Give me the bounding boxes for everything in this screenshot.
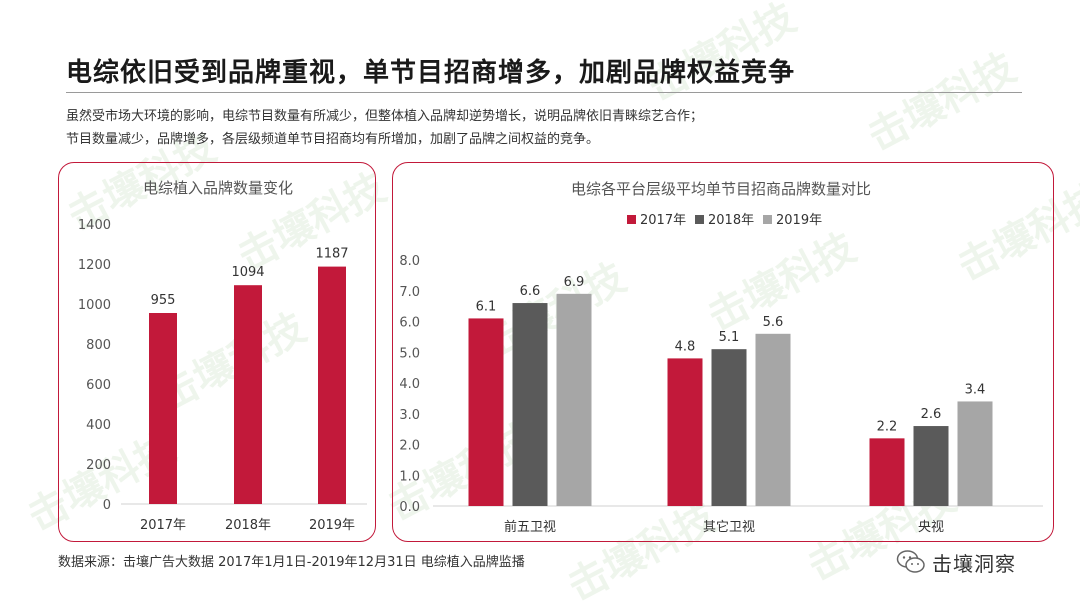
bar [512, 303, 548, 506]
legend-label: 2017年 [640, 213, 686, 228]
data-label: 3.4 [965, 382, 986, 397]
platform-comparison-chart: 电综各平台层级平均单节目招商品牌数量对比 2017年 2018年 2019年 0.0 1.… [399, 180, 1043, 535]
legend-label: 2019年 [776, 213, 822, 228]
y-tick-label: 200 [86, 458, 111, 473]
y-tick-label: 7.0 [399, 285, 420, 300]
bar [869, 438, 905, 506]
legend-swatch [695, 215, 704, 224]
wechat-account: 击壤洞察 [896, 547, 1016, 577]
platform-comparison-chart-panel: 电综各平台层级平均单节目招商品牌数量对比 2017年 2018年 2019年 0.0 1.… [392, 162, 1054, 542]
brand-count-chart: 电综植入品牌数量变化 0 200 400 600 800 1000 1200 1400 955 20… [78, 179, 367, 533]
data-label: 1187 [315, 247, 348, 262]
watermark: 击壤科技 [860, 44, 1024, 161]
data-label: 2.2 [877, 419, 898, 434]
data-label: 4.8 [675, 339, 696, 354]
bar [556, 293, 592, 506]
legend-swatch [763, 215, 772, 224]
brand-count-chart-panel: 电综植入品牌数量变化 0 200 400 600 800 1000 1200 1400 955 20… [58, 162, 376, 542]
wechat-account-name: 击壤洞察 [932, 551, 1016, 576]
data-label: 2.6 [921, 407, 942, 422]
legend-swatch [627, 215, 636, 224]
x-tick-label: 2019年 [309, 518, 355, 533]
data-label: 955 [151, 293, 176, 308]
bar [468, 318, 504, 506]
bar [318, 266, 346, 504]
data-label: 5.6 [763, 315, 784, 330]
bar [913, 426, 949, 506]
data-source-note: 数据来源：击壤广告大数据 2017年1月1日-2019年12月31日 电综植入品… [58, 555, 525, 570]
y-tick-label: 0.0 [399, 500, 420, 515]
y-tick-label: 1.0 [399, 469, 420, 484]
page-title: 电综依旧受到品牌重视，单节目招商增多，加剧品牌权益竞争 [66, 58, 796, 88]
data-label: 6.1 [476, 299, 497, 314]
y-tick-label: 6.0 [399, 316, 420, 331]
title-divider [66, 92, 1022, 93]
y-tick-label: 800 [86, 338, 111, 353]
chart-title: 电综各平台层级平均单节目招商品牌数量对比 [571, 180, 871, 198]
y-tick-label: 8.0 [399, 254, 420, 269]
data-label: 6.6 [520, 284, 541, 299]
y-tick-label: 1000 [78, 298, 111, 313]
chart-title: 电综植入品牌数量变化 [143, 179, 293, 197]
y-tick-label: 600 [86, 378, 111, 393]
y-tick-label: 1200 [78, 258, 111, 273]
y-tick-label: 5.0 [399, 346, 420, 361]
wechat-icon [896, 550, 925, 573]
x-tick-label: 2018年 [225, 518, 271, 533]
bar [149, 313, 177, 504]
y-tick-label: 1400 [78, 218, 111, 233]
y-tick-label: 4.0 [399, 377, 420, 392]
x-tick-label: 其它卫视 [703, 519, 755, 535]
data-label: 1094 [231, 265, 264, 280]
x-tick-label: 2017年 [140, 518, 186, 533]
x-tick-label: 央视 [918, 520, 944, 535]
bar [755, 333, 791, 506]
legend-label: 2018年 [708, 213, 754, 228]
bar [667, 358, 703, 506]
y-tick-label: 3.0 [399, 408, 420, 423]
y-tick-label: 2.0 [399, 439, 420, 454]
x-tick-label: 前五卫视 [504, 519, 556, 535]
data-label: 5.1 [719, 330, 740, 345]
data-label: 6.9 [564, 275, 585, 290]
description-line-1: 虽然受市场大环境的影响，电综节目数量有所减少，但整体植入品牌却逆势增长，说明品牌… [66, 109, 704, 124]
bar [711, 349, 747, 506]
y-tick-label: 400 [86, 418, 111, 433]
bar [957, 401, 993, 506]
bar [234, 285, 262, 504]
y-tick-label: 0 [103, 498, 111, 513]
description-line-2: 节目数量减少，品牌增多，各层级频道单节目招商均有所增加，加剧了品牌之间权益的竞争… [66, 132, 600, 147]
